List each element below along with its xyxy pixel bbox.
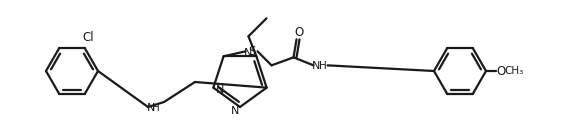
- Text: CH₃: CH₃: [505, 66, 524, 76]
- Text: S: S: [248, 45, 255, 58]
- Text: N: N: [147, 103, 155, 113]
- Text: N: N: [312, 61, 321, 71]
- Text: H: H: [319, 61, 327, 71]
- Text: N: N: [216, 85, 224, 95]
- Text: O: O: [294, 26, 303, 39]
- Text: H: H: [152, 103, 160, 113]
- Text: N: N: [244, 48, 253, 58]
- Text: N: N: [231, 106, 239, 116]
- Text: O: O: [497, 64, 506, 78]
- Text: Cl: Cl: [82, 31, 94, 44]
